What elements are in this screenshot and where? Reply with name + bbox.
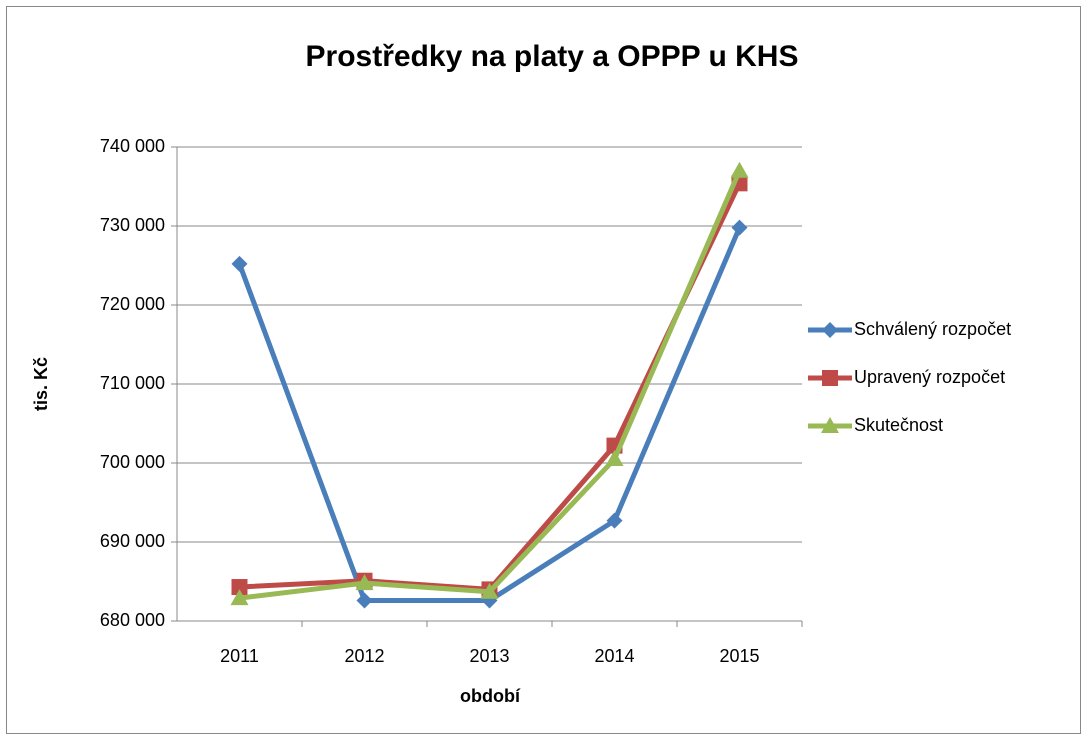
x-tick-label: 2012 <box>344 646 384 666</box>
data-point <box>231 579 248 596</box>
y-tick-label: 710 000 <box>100 373 165 393</box>
x-axis-title: období <box>460 686 521 706</box>
legend-label: Upravený rozpočet <box>854 367 1005 387</box>
data-point <box>605 450 624 467</box>
x-tick-label: 2014 <box>594 646 634 666</box>
x-tick-label: 2013 <box>469 646 509 666</box>
data-point <box>231 255 248 272</box>
data-point <box>230 589 249 606</box>
data-point <box>730 161 749 178</box>
y-tick-label: 680 000 <box>100 610 165 630</box>
data-point <box>731 219 748 236</box>
y-tick-label: 690 000 <box>100 531 165 551</box>
y-tick-label: 730 000 <box>100 215 165 235</box>
legend-marker <box>821 417 839 433</box>
legend-marker <box>822 322 838 338</box>
chart-title: Prostředky na platy a OPPP u KHS <box>306 40 799 73</box>
data-point <box>480 582 499 599</box>
y-axis-title: tis. Kč <box>31 357 51 411</box>
y-tick-label: 740 000 <box>100 136 165 156</box>
data-point <box>606 512 623 529</box>
x-tick-label: 2015 <box>719 646 759 666</box>
x-tick-label: 2011 <box>220 646 259 666</box>
legend-marker <box>822 370 838 386</box>
legend-label: Skutečnost <box>854 415 943 435</box>
y-tick-label: 720 000 <box>100 294 165 314</box>
legend-label: Schválený rozpočet <box>854 319 1011 339</box>
data-point <box>356 592 373 609</box>
data-point <box>355 574 374 591</box>
y-tick-label: 700 000 <box>100 452 165 472</box>
chart-frame <box>6 6 1081 734</box>
